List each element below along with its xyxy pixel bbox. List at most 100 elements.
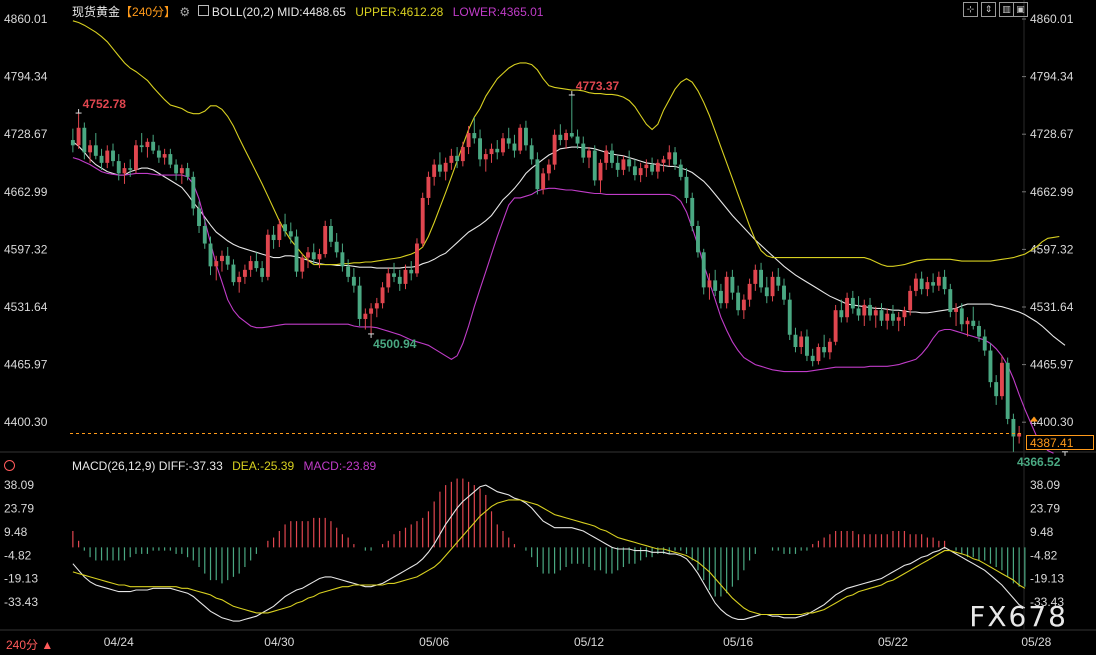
y-tick-right: 4465.97 xyxy=(1030,358,1074,372)
macd-y-tick-right: 9.48 xyxy=(1030,525,1054,539)
candle-body xyxy=(776,276,781,286)
y-tick-right: 4597.32 xyxy=(1030,242,1074,256)
candle-body xyxy=(885,313,890,321)
candle-body xyxy=(363,313,368,319)
candle-body xyxy=(70,140,75,146)
candle-body xyxy=(523,127,528,146)
y-tick-left: 4794.34 xyxy=(4,70,48,84)
candle-body xyxy=(558,134,563,141)
candle-body xyxy=(879,310,884,321)
candle-body xyxy=(415,243,419,274)
candle-body xyxy=(139,145,144,148)
candle-body xyxy=(615,162,620,170)
candle-body xyxy=(587,150,591,158)
candle-body xyxy=(254,261,259,269)
candle-body xyxy=(793,334,798,348)
candle-body xyxy=(736,292,741,311)
settings-icon[interactable]: ⚙ xyxy=(179,5,191,19)
macd-header: MACD(26,12,9) DIFF:-37.33 DEA:-25.39 MAC… xyxy=(72,459,376,473)
candle-body xyxy=(724,276,729,304)
candle-body xyxy=(489,148,494,155)
candle-body xyxy=(76,127,81,146)
candle-body xyxy=(294,236,299,272)
candle-body xyxy=(650,164,655,172)
candle-body xyxy=(231,264,236,283)
x-tick-label: 05/06 xyxy=(419,635,449,649)
candle-body xyxy=(799,336,804,348)
candle-body xyxy=(833,310,838,342)
candle-body xyxy=(334,241,339,253)
candle-body xyxy=(265,234,270,277)
y-tick-left: 4531.64 xyxy=(4,300,48,314)
candle-body xyxy=(810,355,815,362)
candle-body xyxy=(529,145,534,160)
y-tick-right: 4400.30 xyxy=(1030,415,1074,429)
candle-body xyxy=(902,310,907,318)
x-tick-label: 05/28 xyxy=(1021,635,1051,649)
boll-upper-line xyxy=(72,20,1060,267)
period-tag[interactable]: 【240分】 xyxy=(120,5,177,19)
candle-body xyxy=(506,138,511,144)
candle-body xyxy=(804,336,809,356)
candle-body xyxy=(260,268,265,277)
macd-y-tick-right: -19.13 xyxy=(1030,572,1064,586)
candle-body xyxy=(684,176,689,198)
y-tick-right: 4860.01 xyxy=(1030,12,1074,26)
candle-body xyxy=(220,255,224,262)
extreme-label: 4752.78 xyxy=(83,97,127,111)
candle-body xyxy=(982,336,987,351)
candle-body xyxy=(208,243,213,267)
candle-body xyxy=(306,252,310,258)
candle-body xyxy=(495,148,500,153)
macd-y-tick-right: 23.79 xyxy=(1030,501,1060,515)
mid-label: MID:4488.65 xyxy=(277,5,346,19)
y-tick-left: 4860.01 xyxy=(4,12,48,26)
candle-body xyxy=(460,147,465,162)
candle-body xyxy=(988,350,993,383)
macd-settings-icon[interactable] xyxy=(4,460,15,471)
expand-icon[interactable]: ⊹ xyxy=(963,2,978,17)
candle-body xyxy=(317,254,322,260)
y-tick-left: 4400.30 xyxy=(4,415,48,429)
window-icon[interactable]: ▣ xyxy=(1013,2,1028,17)
candle-body xyxy=(191,176,196,209)
candle-body xyxy=(512,143,517,151)
candle-body xyxy=(919,278,924,290)
last-price-badge: 4387.41 xyxy=(1026,434,1094,450)
macd-y-tick-left: -33.43 xyxy=(4,595,38,609)
candle-body xyxy=(627,159,632,167)
symbol-label: 现货黄金 xyxy=(72,5,121,19)
dea-label: DEA:-25.39 xyxy=(232,459,295,473)
candle-body xyxy=(151,141,156,151)
candle-body xyxy=(655,162,660,172)
candle-body xyxy=(99,155,104,163)
candle-body xyxy=(242,269,247,277)
candle-body xyxy=(942,276,947,290)
candle-body xyxy=(701,252,706,288)
candle-body xyxy=(827,341,832,353)
layout-icon[interactable]: ▥ xyxy=(999,2,1014,17)
macd-value-label: MACD:-23.89 xyxy=(303,459,377,473)
candle-body xyxy=(518,127,523,151)
candle-body xyxy=(856,308,861,316)
candle-body xyxy=(128,168,133,170)
fit-icon[interactable]: ⇕ xyxy=(981,2,996,17)
candle-body xyxy=(283,224,288,232)
candle-body xyxy=(581,143,586,158)
extreme-label: 4773.37 xyxy=(576,79,620,93)
candle-body xyxy=(690,197,695,226)
candle-body xyxy=(237,276,242,283)
macd-y-tick-left: 38.09 xyxy=(4,478,34,492)
candle-body xyxy=(718,290,723,304)
candle-body xyxy=(925,282,930,290)
macd-name: MACD(26,12,9) xyxy=(72,459,156,473)
macd-y-tick-right: 38.09 xyxy=(1030,478,1060,492)
candle-body xyxy=(437,164,442,172)
candle-body xyxy=(959,308,964,325)
x-tick-label: 05/16 xyxy=(723,635,753,649)
period-selector[interactable]: 240分 ▲ xyxy=(6,638,54,652)
candle-body xyxy=(403,269,408,284)
candle-body xyxy=(730,276,735,293)
candle-body xyxy=(569,133,574,137)
watermark-logo: FX678 xyxy=(969,600,1068,633)
